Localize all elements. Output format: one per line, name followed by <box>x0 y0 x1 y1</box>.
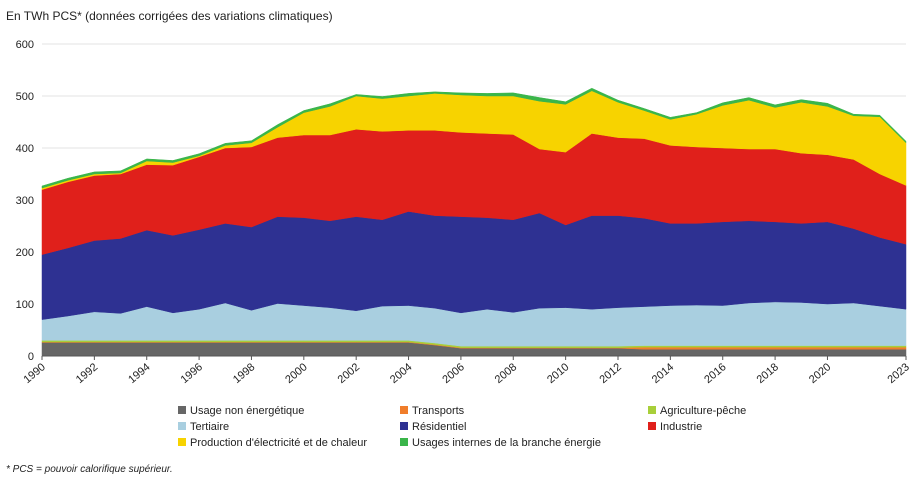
legend-swatch <box>178 422 186 430</box>
x-tick-label: 2002 <box>336 361 362 386</box>
legend-label: Agriculture-pêche <box>660 405 746 417</box>
legend-label: Usage non énergétique <box>190 405 304 417</box>
x-tick-label: 1996 <box>179 361 205 386</box>
y-tick-label: 500 <box>16 91 34 103</box>
x-tick-label: 1990 <box>21 361 47 386</box>
y-tick-label: 600 <box>16 39 34 51</box>
legend-swatch <box>178 406 186 414</box>
x-tick-label: 2006 <box>440 361 466 386</box>
x-tick-label: 2012 <box>597 361 623 386</box>
y-tick-label: 400 <box>16 143 34 155</box>
x-tick-label: 2020 <box>807 361 833 386</box>
legend-swatch <box>648 422 656 430</box>
legend-swatch <box>400 422 408 430</box>
legend-label: Résidentiel <box>412 421 466 433</box>
footnote: * PCS = pouvoir calorifique supérieur. <box>6 464 173 475</box>
y-tick-label: 0 <box>28 351 34 363</box>
y-tick-label: 100 <box>16 299 34 311</box>
chart-title: En TWh PCS* (données corrigées des varia… <box>6 9 333 23</box>
x-tick-label: 2018 <box>755 361 781 386</box>
x-tick-label: 2014 <box>650 361 676 386</box>
x-tick-label: 2004 <box>388 361 414 386</box>
legend-label: Usages internes de la branche énergie <box>412 437 601 449</box>
legend-label: Industrie <box>660 421 702 433</box>
x-tick-label: 2016 <box>702 361 728 386</box>
x-tick-label: 2000 <box>283 361 309 386</box>
x-tick-label: 1994 <box>126 361 152 386</box>
legend-swatch <box>400 406 408 414</box>
legend-swatch <box>178 438 186 446</box>
legend-label: Tertiaire <box>190 421 229 433</box>
area <box>41 87 907 189</box>
x-tick-label: 2010 <box>545 361 571 386</box>
legend-label: Production d'électricité et de chaleur <box>190 437 367 449</box>
legend-swatch <box>400 438 408 446</box>
y-tick-label: 300 <box>16 195 34 207</box>
y-tick-label: 200 <box>16 247 34 259</box>
legend-swatch <box>648 406 656 414</box>
x-tick-label: 2008 <box>493 361 519 386</box>
x-tick-label: 2023 <box>885 361 911 386</box>
legend-label: Transports <box>412 405 465 417</box>
x-tick-label: 1998 <box>231 361 257 386</box>
x-tick-label: 1992 <box>74 361 100 386</box>
